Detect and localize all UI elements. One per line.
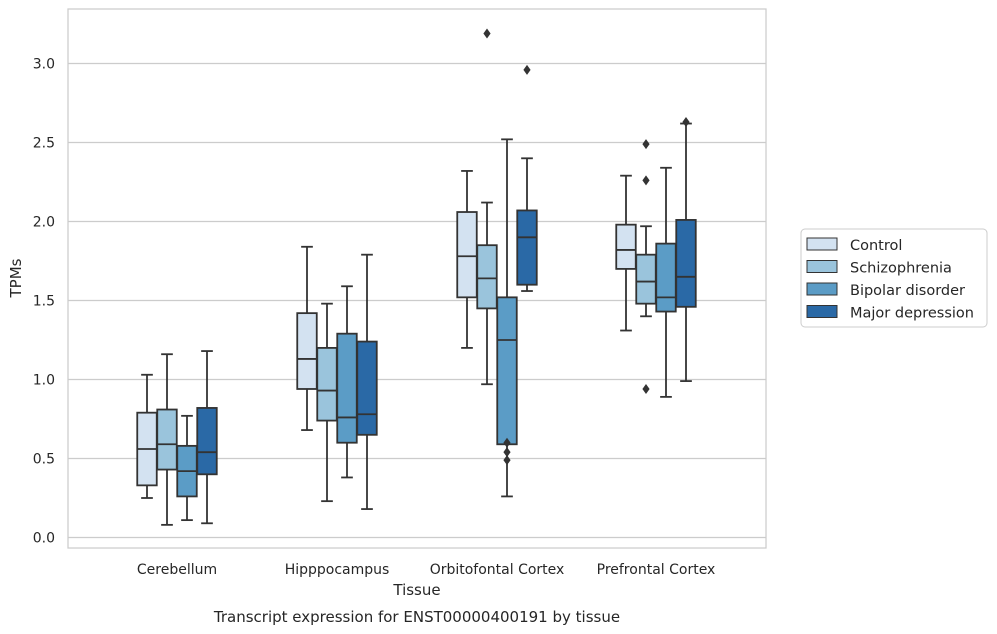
box-major-depression-cerebellum	[196, 350, 218, 525]
outlier-point	[503, 455, 511, 466]
box-schizophrenia-orbitofontal-cortex	[476, 28, 498, 386]
box-iqr	[296, 312, 318, 390]
outlier-point	[523, 64, 531, 75]
box-iqr	[476, 244, 498, 310]
legend-swatch-schizophrenia	[806, 260, 838, 273]
y-tick-labels: 0.0 0.5 1.0 1.5 2.0 2.5 3.0	[33, 57, 55, 547]
y-tick-label: 2.0	[33, 215, 55, 231]
box-bipolar-disorder-cerebellum	[176, 414, 198, 522]
outlier-point	[682, 116, 690, 127]
box-schizophrenia-cerebellum	[156, 353, 178, 526]
legend: Control Schizophrenia Bipolar disorder M…	[800, 228, 988, 328]
legend-label-bipolar-disorder: Bipolar disorder	[850, 283, 965, 299]
box-iqr	[336, 332, 358, 444]
box-iqr	[655, 242, 677, 313]
legend-label-schizophrenia: Schizophrenia	[850, 261, 952, 277]
box-iqr	[356, 340, 378, 436]
x-tick-label: Prefrontal Cortex	[597, 562, 716, 578]
outlier-point	[483, 28, 491, 39]
y-tick-label: 1.5	[33, 294, 55, 310]
box-control-prefrontal-cortex	[615, 174, 637, 332]
box-iqr	[496, 296, 518, 446]
box-iqr	[456, 211, 478, 299]
x-tick-label: Cerebellum	[137, 562, 217, 578]
plot-frame	[67, 8, 767, 549]
box-major-depression-orbitofontal-cortex	[516, 64, 538, 292]
box-iqr	[675, 219, 697, 308]
x-tick-label: Hipppocampus	[285, 562, 390, 578]
legend-label-control: Control	[850, 238, 902, 254]
outlier-point	[642, 139, 650, 150]
box-iqr	[635, 253, 657, 305]
legend-frame	[800, 228, 988, 328]
chart-caption: Transcript expression for ENST0000040019…	[213, 608, 620, 626]
y-tick-label: 3.0	[33, 57, 55, 73]
x-tick-label: Orbitofontal Cortex	[430, 562, 565, 578]
outlier-point	[642, 383, 650, 394]
x-tick-labels: Cerebellum Hipppocampus Orbitofontal Corte…	[137, 562, 715, 578]
legend-swatch-control	[806, 237, 838, 251]
y-axis-label: TPMs	[7, 258, 25, 298]
box-major-depression-prefrontal-cortex	[675, 116, 697, 382]
y-tick-label: 0.0	[33, 531, 55, 547]
box-iqr	[516, 209, 538, 286]
box-bipolar-disorder-orbitofontal-cortex	[496, 138, 518, 498]
box-iqr	[615, 223, 637, 270]
box-major-depression-hipppocampus	[356, 253, 378, 510]
legend-label-major-depression: Major depression	[850, 306, 974, 322]
outlier-point	[503, 437, 511, 448]
box-iqr	[316, 346, 338, 422]
x-axis-label: Tissue	[392, 581, 440, 599]
y-tick-label: 0.5	[33, 452, 55, 468]
box-control-cerebellum	[136, 373, 158, 499]
legend-swatch-major-depression	[806, 305, 838, 318]
boxes-layer	[136, 28, 697, 526]
box-schizophrenia-prefrontal-cortex	[635, 139, 657, 394]
y-tick-label: 2.5	[33, 136, 55, 152]
box-iqr	[156, 408, 178, 471]
outlier-point	[503, 447, 511, 458]
box-iqr	[196, 407, 218, 476]
legend-swatch-bipolar-disorder	[806, 282, 838, 296]
outlier-point	[642, 175, 650, 186]
y-tick-label: 1.0	[33, 373, 55, 389]
